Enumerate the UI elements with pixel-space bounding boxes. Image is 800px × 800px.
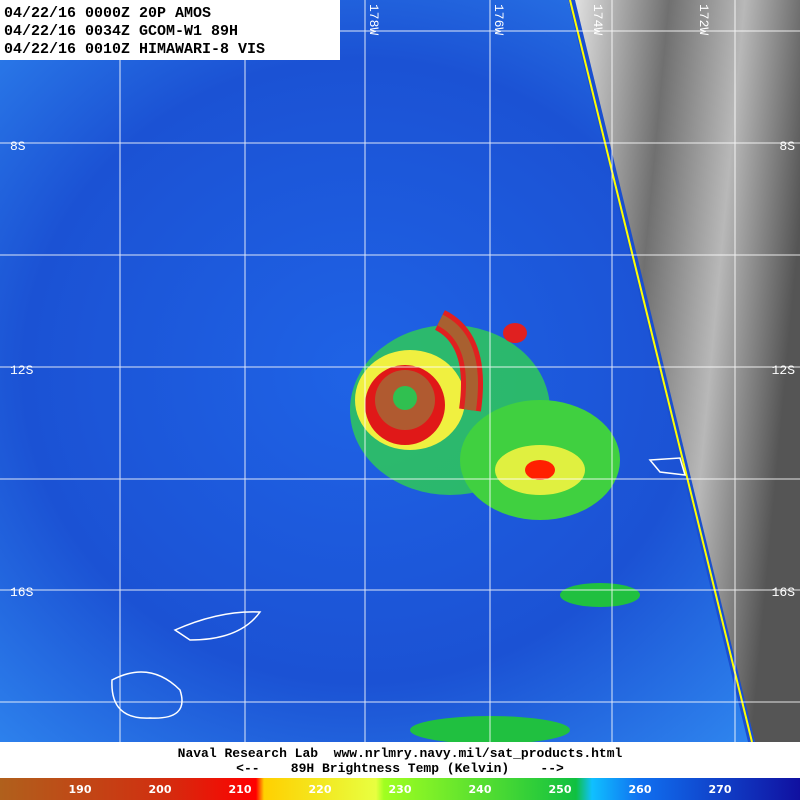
- lat-label: 16S: [10, 585, 34, 600]
- colorbar-label: 220: [309, 783, 332, 796]
- footer-box: [0, 742, 800, 778]
- header-line: 04/22/16 0034Z GCOM-W1 89H: [4, 23, 238, 40]
- colorbar-label: 230: [389, 783, 412, 796]
- lat-label: 8S: [10, 139, 26, 154]
- lon-label: 176W: [491, 4, 506, 35]
- lon-label: 174W: [590, 4, 605, 35]
- lon-label: 178W: [366, 4, 381, 35]
- credit: Naval Research Lab www.nrlmry.navy.mil/s…: [178, 746, 623, 761]
- visible-cloud-imagery: [568, 0, 800, 742]
- colorbar-label: 270: [709, 783, 732, 796]
- lat-label: 16S: [772, 585, 796, 600]
- colorbar-label: 190: [69, 783, 92, 796]
- colorbar-label: 260: [629, 783, 652, 796]
- storm: [350, 310, 640, 744]
- legend-title: <-- 89H Brightness Temp (Kelvin) -->: [236, 761, 564, 776]
- header-line: 04/22/16 0000Z 20P AMOS: [4, 5, 211, 22]
- lat-label: 12S: [772, 363, 796, 378]
- header-line: 04/22/16 0010Z HIMAWARI-8 VIS: [4, 41, 265, 58]
- colorbar-label: 210: [229, 783, 252, 796]
- graticule: [0, 0, 800, 742]
- colorbar: [0, 778, 800, 800]
- colorbar-label: 200: [149, 783, 172, 796]
- lon-label: 172W: [696, 4, 711, 35]
- swath-line: [569, 0, 753, 743]
- colorbar-label: 240: [469, 783, 492, 796]
- lat-label: 12S: [10, 363, 34, 378]
- lat-label: 8S: [779, 139, 795, 154]
- header-box: [0, 0, 340, 60]
- colorbar-label: 250: [549, 783, 572, 796]
